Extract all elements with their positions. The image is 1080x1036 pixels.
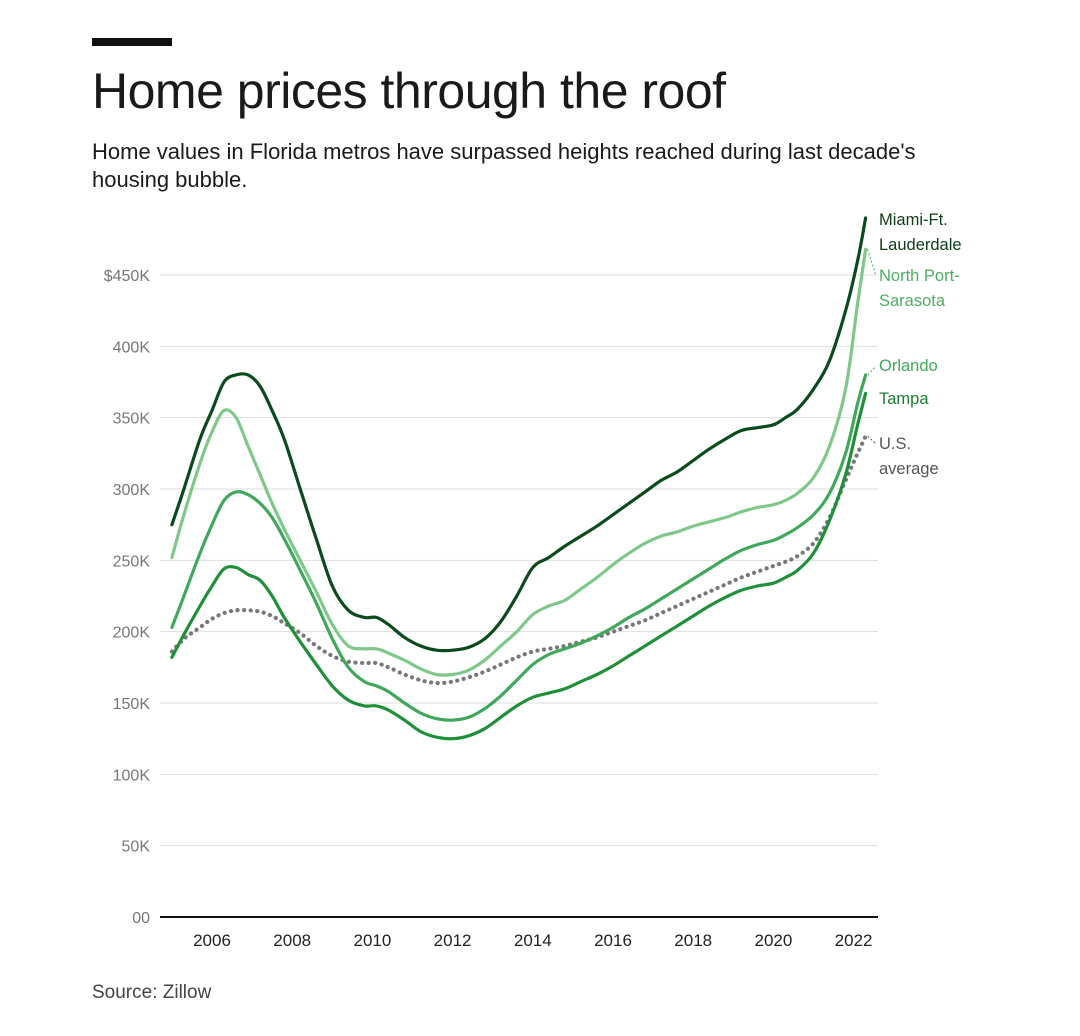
series-label-line: North Port-	[879, 267, 960, 285]
series-line-north-port-sarasota	[170, 247, 868, 677]
y-tick-label: 400K	[113, 339, 151, 356]
series-label-line: Tampa	[879, 390, 929, 408]
y-tick-label: 200K	[113, 625, 151, 642]
y-axis-ticks: 00 50K 100K 150K 200K 250K 300K 350K 400K $450K	[104, 268, 151, 927]
x-tick-label: 2016	[594, 931, 632, 950]
series-label-line: Sarasota	[879, 292, 946, 310]
y-tick-label: 50K	[122, 839, 151, 856]
series-label-line: Miami-Ft.	[879, 211, 948, 229]
chart-subtitle: Home values in Florida metros have surpa…	[92, 139, 916, 192]
x-tick-label: 2008	[273, 931, 311, 950]
x-tick-label: 2014	[514, 931, 552, 950]
y-tick-label: 100K	[113, 767, 151, 784]
x-tick-label: 2020	[754, 931, 792, 950]
label-leader-line	[867, 249, 877, 277]
series-line-tampa	[170, 391, 868, 741]
chart-title: Home prices through the roof	[92, 63, 726, 119]
series-label-line: average	[879, 460, 939, 478]
series-label-line: Orlando	[879, 357, 938, 375]
series-line-miami-ft-lauderdale	[170, 216, 868, 653]
series-line-u-s-average	[169, 434, 868, 686]
gridlines	[160, 274, 878, 847]
series-label-line: U.S.	[879, 435, 911, 453]
y-tick-label: $450K	[104, 268, 151, 285]
label-leader-line	[867, 365, 877, 376]
x-tick-label: 2018	[674, 931, 712, 950]
x-tick-label: 2006	[193, 931, 231, 950]
series-lines	[169, 216, 868, 741]
label-leader-line	[867, 435, 877, 445]
y-tick-label: 300K	[113, 482, 151, 499]
series-line-orlando	[170, 373, 868, 722]
title-accent-bar	[92, 38, 172, 46]
x-tick-label: 2022	[835, 931, 873, 950]
y-tick-label: 00	[132, 910, 150, 927]
x-axis-ticks: 2006 2008 2010 2012 2014 2016 2018 2020 2022	[193, 931, 872, 950]
y-tick-label: 250K	[113, 553, 151, 570]
x-tick-label: 2012	[434, 931, 472, 950]
series-labels: Miami-Ft. Lauderdale North Port- Sarasota Or…	[867, 211, 962, 478]
y-tick-label: 150K	[113, 696, 151, 713]
source-note: Source: Zillow	[92, 982, 212, 1003]
x-tick-label: 2010	[353, 931, 391, 950]
y-tick-label: 350K	[113, 411, 151, 428]
series-label-line: Lauderdale	[879, 236, 962, 254]
